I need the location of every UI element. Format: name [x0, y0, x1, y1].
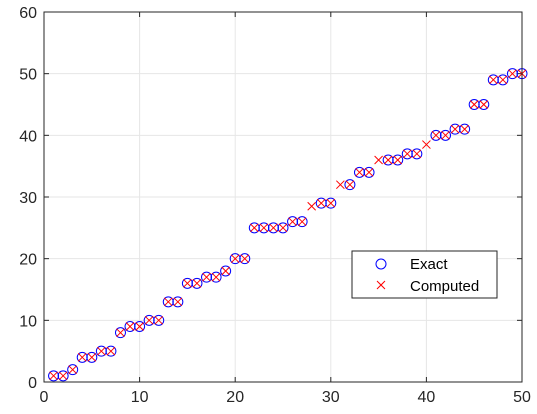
- computed-point: [336, 180, 345, 190]
- exact-point: [344, 179, 356, 191]
- computed-point: [278, 223, 288, 233]
- computed-point: [307, 201, 317, 211]
- y-tick-label: 20: [19, 252, 37, 269]
- computed-point: [221, 266, 230, 276]
- computed-point: [402, 149, 412, 159]
- legend-computed-label: Computed: [410, 278, 479, 295]
- computed-point: [97, 346, 106, 356]
- computed-point: [192, 278, 202, 288]
- computed-point: [412, 149, 422, 159]
- exact-point: [325, 197, 337, 209]
- exact-point: [57, 370, 69, 382]
- computed-point: [297, 217, 307, 227]
- exact-point: [191, 277, 203, 289]
- x-tick-label: 30: [322, 389, 340, 406]
- legend-box: [351, 250, 498, 299]
- computed-point: [202, 272, 211, 282]
- computed-point: [49, 371, 58, 381]
- exact-point: [134, 321, 146, 332]
- computed-point: [77, 352, 87, 362]
- exact-point: [440, 129, 452, 141]
- x-tick-label: 20: [226, 389, 244, 406]
- exact-point: [239, 253, 251, 265]
- computed-point: [422, 140, 431, 149]
- computed-point: [68, 365, 78, 375]
- exact-point: [153, 314, 165, 326]
- computed-point: [183, 278, 192, 288]
- computed-point: [125, 322, 135, 331]
- computed-point: [87, 352, 97, 362]
- computed-point: [460, 124, 469, 134]
- computed-point: [154, 315, 164, 325]
- computed-point: [249, 223, 259, 233]
- computed-point: [374, 155, 383, 165]
- x-tick-label: 0: [40, 389, 49, 406]
- exact-point: [277, 222, 289, 234]
- y-tick-label: 30: [19, 190, 37, 207]
- exact-point: [497, 74, 509, 86]
- x-tick-label: 40: [418, 389, 436, 406]
- computed-point: [383, 155, 393, 165]
- computed-point: [498, 75, 508, 85]
- series-exact: [48, 68, 528, 382]
- exact-point: [210, 271, 222, 283]
- computed-point: [259, 223, 269, 233]
- computed-point: [106, 346, 116, 356]
- exact-point: [114, 327, 126, 339]
- series-computed: [49, 69, 527, 381]
- plot-frame: [43, 11, 523, 383]
- exact-point: [411, 148, 423, 160]
- computed-point: [163, 297, 173, 307]
- computed-point: [508, 69, 517, 79]
- computed-point: [431, 130, 441, 140]
- exact-point: [459, 123, 471, 135]
- computed-point: [326, 198, 336, 208]
- exact-point: [392, 154, 404, 166]
- computed-point: [479, 100, 489, 109]
- computed-point: [288, 217, 297, 227]
- legend-computed-marker: [376, 280, 386, 290]
- computed-point: [269, 223, 278, 233]
- computed-point: [240, 254, 250, 264]
- computed-point: [316, 198, 326, 208]
- x-tick-label: 10: [131, 389, 149, 406]
- computed-point: [488, 75, 498, 85]
- exact-point: [67, 364, 79, 376]
- computed-point: [393, 155, 403, 165]
- computed-point: [364, 167, 374, 177]
- y-tick-label: 40: [19, 128, 37, 145]
- computed-point: [355, 167, 364, 177]
- computed-point: [230, 254, 240, 264]
- y-tick-label: 60: [19, 5, 37, 22]
- y-tick-label: 50: [19, 67, 37, 84]
- legend: Exact Computed: [351, 250, 498, 299]
- legend-exact-marker: [375, 258, 387, 270]
- x-axis-ticks: 0 10 20 30 40 50: [40, 12, 531, 406]
- exact-point: [363, 166, 375, 178]
- legend-exact-label: Exact: [410, 256, 448, 273]
- computed-point: [144, 315, 154, 325]
- computed-point: [173, 297, 183, 307]
- computed-point: [345, 180, 355, 190]
- computed-point: [135, 322, 144, 331]
- exact-point: [220, 265, 232, 277]
- computed-point: [58, 371, 68, 381]
- computed-point: [450, 124, 460, 134]
- exact-point: [105, 345, 117, 357]
- exact-point: [86, 351, 98, 363]
- x-tick-label: 50: [513, 389, 531, 406]
- exact-point: [296, 216, 308, 228]
- y-tick-label: 10: [19, 313, 37, 330]
- computed-point: [469, 100, 479, 109]
- y-tick-label: 0: [28, 375, 37, 392]
- y-axis-ticks: 0 10 20 30 40 50 60: [19, 5, 522, 392]
- exact-point: [478, 99, 490, 110]
- computed-point: [211, 272, 221, 282]
- computed-point: [441, 130, 450, 140]
- grid: [43, 11, 523, 383]
- exact-point: [172, 296, 184, 308]
- computed-point: [116, 328, 125, 338]
